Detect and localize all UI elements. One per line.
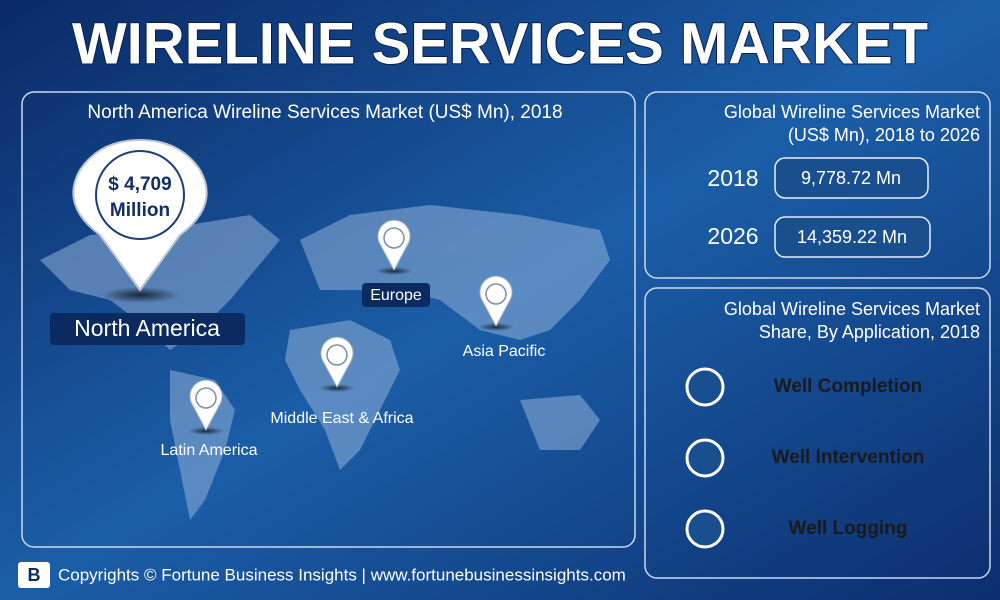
- global-panel-title: Global Wireline Services Market: [724, 102, 980, 122]
- callout-unit: Million: [110, 200, 170, 221]
- region-label: Latin America: [161, 442, 258, 459]
- item-ring: [685, 367, 725, 407]
- region-label-bg: [50, 313, 245, 345]
- callout-circle: [95, 150, 185, 240]
- pin-hole: [326, 344, 348, 366]
- share-panel-title: Share, By Application, 2018: [759, 322, 980, 342]
- year: 2018: [707, 165, 758, 191]
- value-box: [774, 157, 929, 199]
- share-panel: [644, 287, 991, 579]
- region-label: Middle East & Africa: [270, 410, 413, 427]
- year: 2026: [707, 223, 758, 249]
- value-box: [774, 216, 931, 258]
- main-title: WIRELINE SERVICES MARKET: [72, 11, 928, 76]
- region-label-bg: [362, 283, 430, 307]
- region-label: Asia Pacific: [463, 343, 546, 360]
- value: 14,359.22 Mn: [797, 227, 907, 247]
- callout-amount: $ 4,709: [108, 174, 171, 195]
- pin-hole: [383, 227, 405, 249]
- item-ring: [685, 438, 725, 478]
- pin-shadow: [100, 287, 180, 303]
- pin-hole: [485, 283, 507, 305]
- value: 9,778.72 Mn: [801, 168, 901, 188]
- region-label: North America: [74, 315, 220, 341]
- footer: Copyrights © Fortune Business Insights |…: [58, 565, 626, 584]
- global-panel: [644, 91, 991, 279]
- world-map: [40, 205, 610, 520]
- map-panel-title: North America Wireline Services Market (…: [87, 102, 562, 123]
- item-label: Well Completion: [774, 376, 922, 397]
- pin-hole: [195, 387, 217, 409]
- global-panel-title: (US$ Mn), 2018 to 2026: [788, 125, 980, 145]
- item-label: Well Intervention: [772, 447, 925, 468]
- map-panel: [21, 91, 636, 548]
- share-panel-title: Global Wireline Services Market: [724, 299, 980, 319]
- region-label: Europe: [370, 287, 422, 304]
- item-ring: [685, 509, 725, 549]
- logo: [18, 562, 50, 588]
- item-label: Well Logging: [789, 518, 908, 539]
- logo-mark: B: [28, 565, 41, 585]
